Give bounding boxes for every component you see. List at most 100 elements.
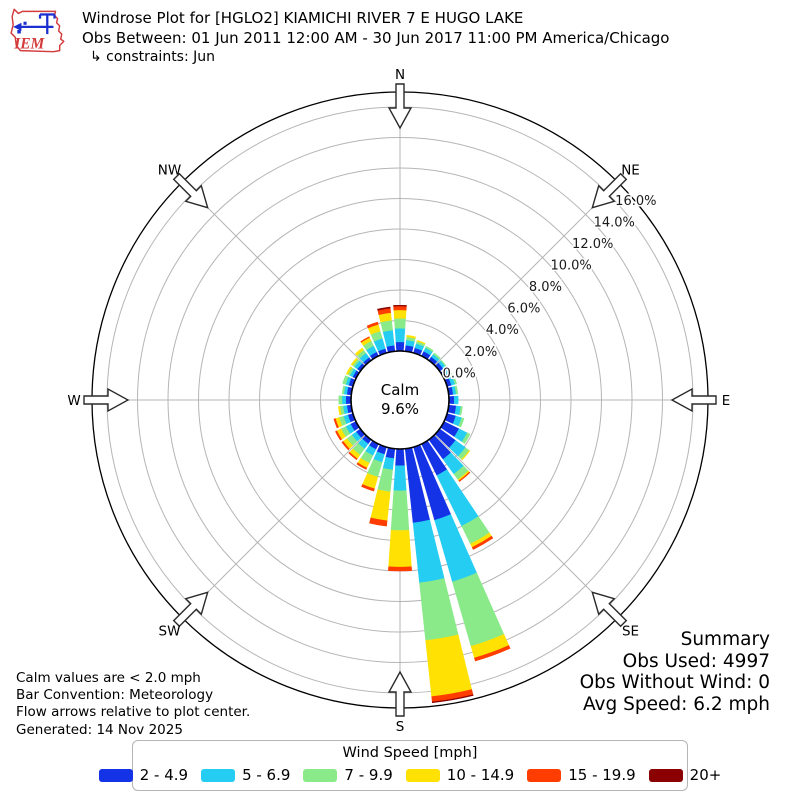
flow-arrow-icon — [172, 591, 209, 628]
legend-row: 2 - 4.9 5 - 6.9 7 - 9.9 10 - 14.9 15 - 19.9 2… — [98, 766, 721, 784]
flow-arrow-icon — [83, 387, 130, 413]
windrose-bar-segment — [425, 346, 434, 353]
logo-text: IEM — [13, 36, 45, 53]
obs-range-subtitle: Obs Between: 01 Jun 2011 12:00 AM - 30 J… — [82, 29, 670, 47]
generated-date: Generated: 14 Nov 2025 — [16, 722, 183, 738]
windrose-bar-segment — [440, 359, 447, 368]
windrose-bar-segment — [453, 395, 459, 405]
radial-tick-label: 6.0% — [507, 302, 540, 317]
radial-tick-label: 0.0% — [443, 366, 476, 381]
radial-tick-label: 16.0% — [615, 194, 656, 209]
grid-spoke — [181, 399, 401, 619]
windrose-bar-segment — [341, 395, 347, 405]
note-bar-convention: Bar Convention: Meteorology — [16, 687, 214, 703]
header: Windrose Plot for [HGLO2] KIAMICHI RIVER… — [82, 8, 669, 67]
summary-block: Summary Obs Used: 4997 Obs Without Wind:… — [580, 629, 770, 715]
compass-label-NE: NE — [621, 162, 640, 178]
flow-arrow-icon — [172, 172, 209, 209]
windrose-bar-segment — [348, 451, 358, 461]
legend-label: 5 - 6.9 — [242, 766, 291, 784]
windrose-bar-segment — [395, 341, 405, 352]
compass-label-W: W — [67, 393, 80, 409]
legend-item-7-9.9: 7 - 9.9 — [303, 766, 393, 784]
weather-vane-icon — [13, 13, 56, 35]
windrose-bar-segment — [461, 432, 471, 444]
windrose-bar-segment — [394, 317, 406, 329]
legend-item-20+: 20+ — [648, 766, 721, 784]
iem-logo: IEM — [8, 4, 70, 62]
summary-obs-used: Obs Used: 4997 — [622, 650, 770, 672]
calm-label: Calm — [381, 381, 419, 399]
legend-item-15-19.9: 15 - 19.9 — [527, 766, 636, 784]
compass-label-E: E — [722, 393, 731, 409]
legend-swatch-icon — [405, 768, 440, 782]
legend-title: Wind Speed [mph] — [342, 745, 478, 761]
note-calm-threshold: Calm values are < 2.0 mph — [16, 670, 201, 686]
windrose-bar-segment — [370, 489, 391, 522]
radial-tick-label: 10.0% — [550, 259, 591, 274]
windrose-bar-segment — [425, 634, 473, 697]
flow-arrow-icon — [591, 172, 628, 209]
grid-ring — [137, 137, 663, 663]
radial-tick-label: 8.0% — [529, 280, 562, 295]
summary-title: Summary — [680, 629, 770, 650]
grid-ring — [198, 198, 602, 602]
note-flow-arrows: Flow arrows relative to plot center. — [16, 704, 251, 720]
compass-label-SW: SW — [159, 624, 181, 640]
windrose-bar-segment — [416, 340, 426, 345]
windrose-bar-segment — [393, 309, 407, 319]
windrose-bar-segment — [394, 327, 406, 343]
windrose-bar-segment — [461, 450, 471, 461]
windrose-bar-segment — [355, 347, 364, 356]
windrose-bar-segment — [369, 517, 388, 527]
windrose-bar-segment — [454, 385, 459, 395]
grid-spoke — [399, 181, 619, 401]
legend-label: 7 - 9.9 — [344, 766, 393, 784]
windrose-bar-segment — [342, 375, 349, 385]
windrose-bar-segment — [432, 352, 441, 360]
windrose-bar-segment — [341, 441, 350, 451]
windrose-bar-segment — [452, 572, 505, 647]
plot-notes: Calm values are < 2.0 mph Bar Convention… — [16, 670, 250, 739]
windrose-bar-segment — [356, 462, 368, 470]
windrose-bar-segment — [382, 329, 395, 347]
windrose-bar-segment — [338, 406, 342, 416]
legend-swatch-icon — [648, 768, 683, 782]
windrose-bar-segment — [431, 694, 474, 704]
calm-circle — [350, 350, 450, 450]
windrose-bar-segment — [393, 304, 407, 307]
compass-label-SE: SE — [622, 624, 639, 640]
legend-swatch-icon — [201, 768, 236, 782]
legend-item-10-14.9: 10 - 14.9 — [405, 766, 515, 784]
windrose-bar-segment — [458, 417, 465, 428]
summary-avg-speed: Avg Speed: 6.2 mph — [582, 693, 770, 715]
windrose-bar-segment — [346, 366, 353, 375]
flow-arrow-icon — [670, 387, 717, 413]
windrose-bar-segment — [361, 484, 375, 492]
radial-tick-label: 2.0% — [464, 345, 497, 360]
windrose-bar-segment — [333, 418, 339, 429]
legend-swatch-icon — [98, 768, 133, 782]
flow-arrow-icon — [387, 670, 413, 717]
flow-arrow-icon — [387, 83, 413, 130]
grid-spoke — [399, 399, 619, 619]
legend-label: 2 - 4.9 — [139, 766, 189, 784]
windrose-bar-segment — [452, 375, 457, 385]
radial-tick-label: 4.0% — [486, 323, 519, 338]
calm-value: 9.6% — [381, 400, 419, 418]
legend-item-5-6.9: 5 - 6.9 — [201, 766, 290, 784]
windrose-bar-segment — [377, 306, 391, 311]
legend-label: 10 - 14.9 — [446, 766, 515, 784]
compass-label-NW: NW — [158, 162, 181, 178]
windrose-bar-segment — [377, 467, 393, 493]
legend-label: 15 - 19.9 — [568, 766, 636, 784]
windrose-bar-segment — [360, 336, 370, 343]
wind-speed-legend: Wind Speed [mph] 2 - 4.9 5 - 6.9 7 - 9.9 10… — [98, 740, 721, 791]
windrose-bar-segment — [390, 490, 410, 531]
windrose-bar-segment — [471, 535, 494, 550]
windrose-bar-segment — [419, 578, 459, 641]
iowa-outline-icon: IEM — [10, 8, 65, 53]
windrose-bar-segment — [338, 395, 343, 405]
windrose-bar-segment — [446, 367, 453, 376]
